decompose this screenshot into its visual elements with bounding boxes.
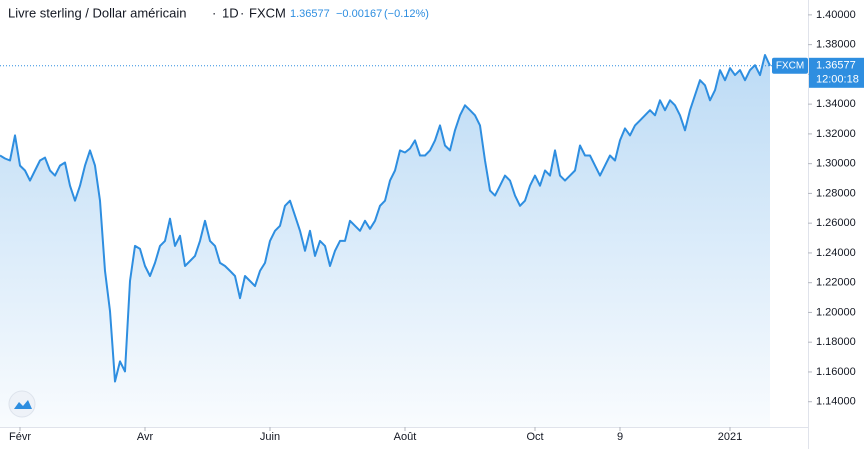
change-percent: (−0.12%) bbox=[384, 8, 429, 20]
separator: · bbox=[240, 5, 244, 20]
y-tick-label: 1.22000 bbox=[816, 277, 856, 289]
y-tick-label: 1.28000 bbox=[816, 187, 856, 199]
plot bbox=[0, 54, 808, 427]
line bbox=[0, 54, 771, 383]
last-price: 1.36577 bbox=[290, 8, 330, 20]
x-tick-label: 2021 bbox=[718, 431, 742, 443]
source-badge-label: FXCM bbox=[776, 60, 804, 71]
y-tick-label: 1.18000 bbox=[816, 336, 856, 348]
separator: · bbox=[212, 5, 216, 20]
y-tick-label: 1.34000 bbox=[816, 98, 856, 110]
source-badge bbox=[772, 57, 808, 74]
logo bbox=[8, 390, 36, 418]
change: −0.00167 bbox=[336, 8, 382, 20]
x-tick-label: Août bbox=[394, 431, 417, 443]
countdown: 12:00:18 bbox=[816, 74, 859, 86]
y-tick-label: 1.40000 bbox=[816, 9, 856, 21]
y-tick-label: 1.20000 bbox=[816, 306, 856, 318]
source: FXCM bbox=[249, 5, 286, 20]
y-tick-label: 1.30000 bbox=[816, 158, 856, 170]
y-tick-label: 1.26000 bbox=[816, 217, 856, 229]
y-tick-label: 1.16000 bbox=[816, 366, 856, 378]
price-badge bbox=[809, 57, 864, 88]
y-tick-label: 1.32000 bbox=[816, 128, 856, 140]
y-tick-label: 1.14000 bbox=[816, 396, 856, 408]
symbol-title: Livre sterling / Dollar américain bbox=[8, 5, 186, 20]
interval: 1D bbox=[222, 5, 239, 20]
y-tick-label: 1.38000 bbox=[816, 39, 856, 51]
x-tick-label: 9 bbox=[617, 431, 623, 443]
area bbox=[0, 55, 770, 427]
price-badge-label: 1.36577 bbox=[816, 60, 856, 72]
x-tick-label: Juin bbox=[260, 431, 280, 443]
x-tick-label: Févr bbox=[9, 431, 31, 443]
x-tick-label: Avr bbox=[137, 431, 154, 443]
x-tick-label: Oct bbox=[526, 431, 543, 443]
y-tick-label: 1.24000 bbox=[816, 247, 856, 259]
